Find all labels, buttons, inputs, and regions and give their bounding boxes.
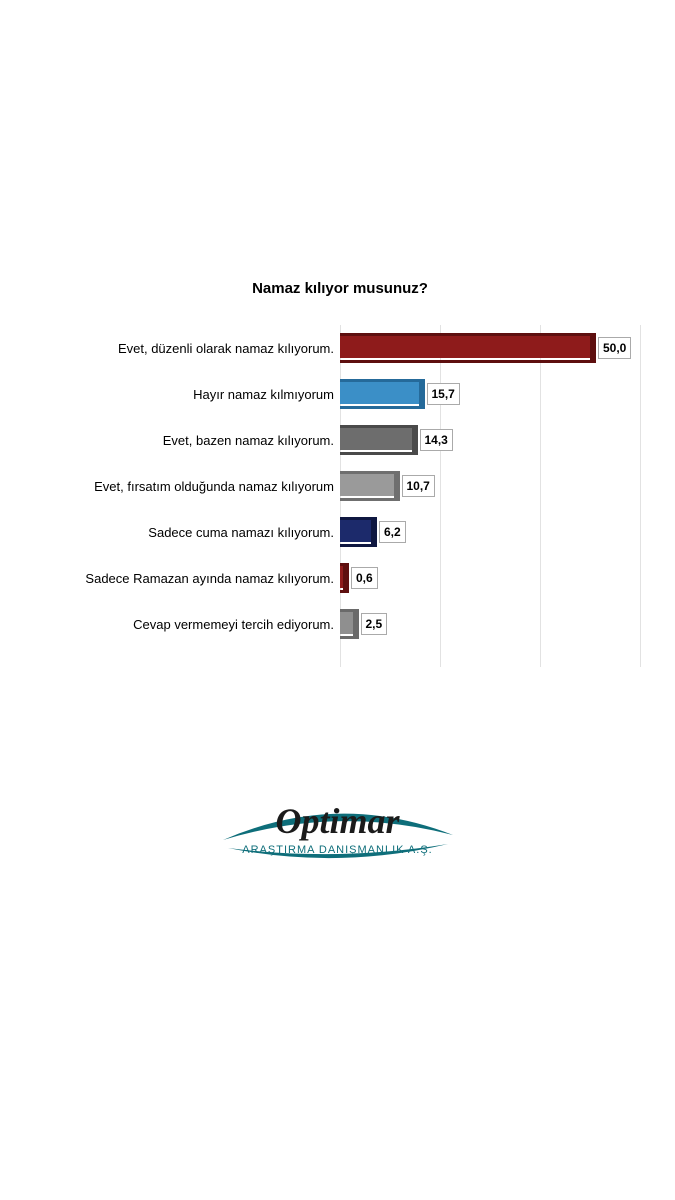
bar: [340, 471, 400, 501]
logo-name: Optimar: [269, 800, 405, 842]
bar: [340, 517, 377, 547]
gridline: [640, 325, 641, 667]
bar-slot: 14,3: [340, 425, 640, 455]
bar-value-label: 6,2: [379, 521, 406, 543]
bar-value-label: 50,0: [598, 337, 631, 359]
bar-label: Evet, fırsatım olduğunda namaz kılıyorum: [40, 479, 340, 494]
bar-label: Evet, düzenli olarak namaz kılıyorum.: [40, 341, 340, 356]
bar-value-label: 14,3: [420, 429, 453, 451]
chart-plot-area: Evet, düzenli olarak namaz kılıyorum. 50,…: [40, 325, 640, 667]
bar-slot: 6,2: [340, 517, 640, 547]
bar: [340, 425, 418, 455]
bar-slot: 10,7: [340, 471, 640, 501]
page: Namaz kılıyor musunuz? Evet, düzenli ola…: [0, 0, 675, 1200]
bar-row: Evet, düzenli olarak namaz kılıyorum. 50,…: [40, 325, 640, 371]
bar-label: Sadece Ramazan ayında namaz kılıyorum.: [40, 571, 340, 586]
bar-slot: 2,5: [340, 609, 640, 639]
bar-row: Sadece cuma namazı kılıyorum. 6,2: [40, 509, 640, 555]
bar-label: Hayır namaz kılmıyorum: [40, 387, 340, 402]
bar-label: Sadece cuma namazı kılıyorum.: [40, 525, 340, 540]
logo: Optimar ARAŞTIRMA DANIŞMANLIK A.Ş.: [0, 800, 675, 858]
bar-chart: Namaz kılıyor musunuz? Evet, düzenli ola…: [40, 280, 640, 667]
chart-title: Namaz kılıyor musunuz?: [40, 280, 640, 297]
bar-row: Hayır namaz kılmıyorum 15,7: [40, 371, 640, 417]
bar: [340, 563, 349, 593]
bar-value-label: 0,6: [351, 567, 378, 589]
bar-row: Cevap vermemeyi tercih ediyorum. 2,5: [40, 601, 640, 647]
bar-value-label: 15,7: [427, 383, 460, 405]
bar: [340, 333, 596, 363]
bar-slot: 50,0: [340, 333, 640, 363]
bar-value-label: 10,7: [402, 475, 435, 497]
bar-row: Evet, fırsatım olduğunda namaz kılıyorum…: [40, 463, 640, 509]
bar-label: Evet, bazen namaz kılıyorum.: [40, 433, 340, 448]
bar-slot: 0,6: [340, 563, 640, 593]
bar-value-label: 2,5: [361, 613, 388, 635]
bar-label: Cevap vermemeyi tercih ediyorum.: [40, 617, 340, 632]
bar-row: Sadece Ramazan ayında namaz kılıyorum. 0,…: [40, 555, 640, 601]
bar-slot: 15,7: [340, 379, 640, 409]
bar: [340, 379, 425, 409]
logo-subtitle: ARAŞTIRMA DANIŞMANLIK A.Ş.: [242, 844, 432, 856]
bar-row: Evet, bazen namaz kılıyorum. 14,3: [40, 417, 640, 463]
bar: [340, 609, 359, 639]
